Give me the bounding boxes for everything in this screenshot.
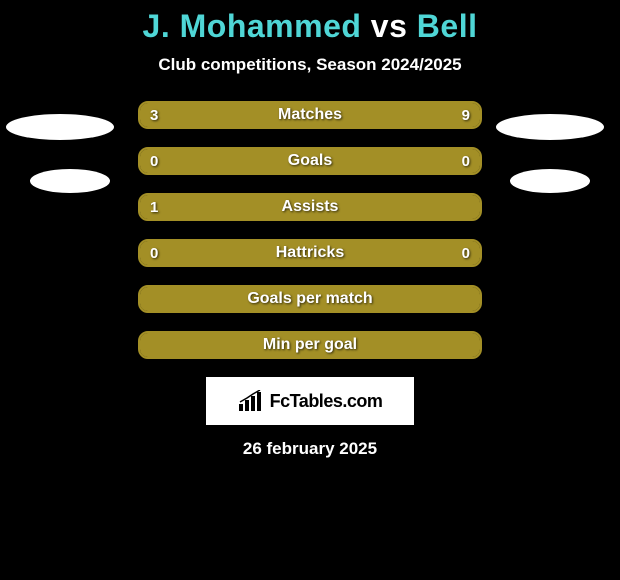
comparison-infographic: J. Mohammed vs Bell Club competitions, S… [0, 0, 620, 459]
logo-box: FcTables.com [206, 377, 414, 425]
stat-value-right: 9 [462, 103, 470, 127]
stat-fill-left [140, 333, 480, 357]
vs-text: vs [371, 8, 408, 44]
stat-fill-left [140, 241, 480, 265]
date-text: 26 february 2025 [0, 439, 620, 459]
bg-ellipse [6, 114, 114, 140]
stat-row: 00Hattricks [138, 239, 482, 267]
stat-row: Min per goal [138, 331, 482, 359]
stat-value-left: 0 [150, 149, 158, 173]
player2-name: Bell [417, 8, 478, 44]
stat-row: 1Assists [138, 193, 482, 221]
subtitle: Club competitions, Season 2024/2025 [0, 55, 620, 75]
stat-fill-left [140, 149, 480, 173]
stat-value-left: 3 [150, 103, 158, 127]
bg-ellipse [30, 169, 110, 193]
logo-chart-icon [238, 390, 264, 412]
bg-ellipse [496, 114, 604, 140]
logo-text: FcTables.com [270, 391, 383, 412]
stat-fill-left [140, 195, 480, 219]
stat-value-left: 0 [150, 241, 158, 265]
stat-value-left: 1 [150, 195, 158, 219]
title: J. Mohammed vs Bell [0, 8, 620, 45]
stats-area: 39Matches00Goals1Assists00HattricksGoals… [0, 101, 620, 359]
stat-fill-right [215, 103, 480, 127]
stat-value-right: 0 [462, 149, 470, 173]
stat-value-right: 0 [462, 241, 470, 265]
player1-name: J. Mohammed [143, 8, 362, 44]
stat-row: 00Goals [138, 147, 482, 175]
stat-row: Goals per match [138, 285, 482, 313]
stat-row: 39Matches [138, 101, 482, 129]
stat-fill-left [140, 287, 480, 311]
bg-ellipse [510, 169, 590, 193]
